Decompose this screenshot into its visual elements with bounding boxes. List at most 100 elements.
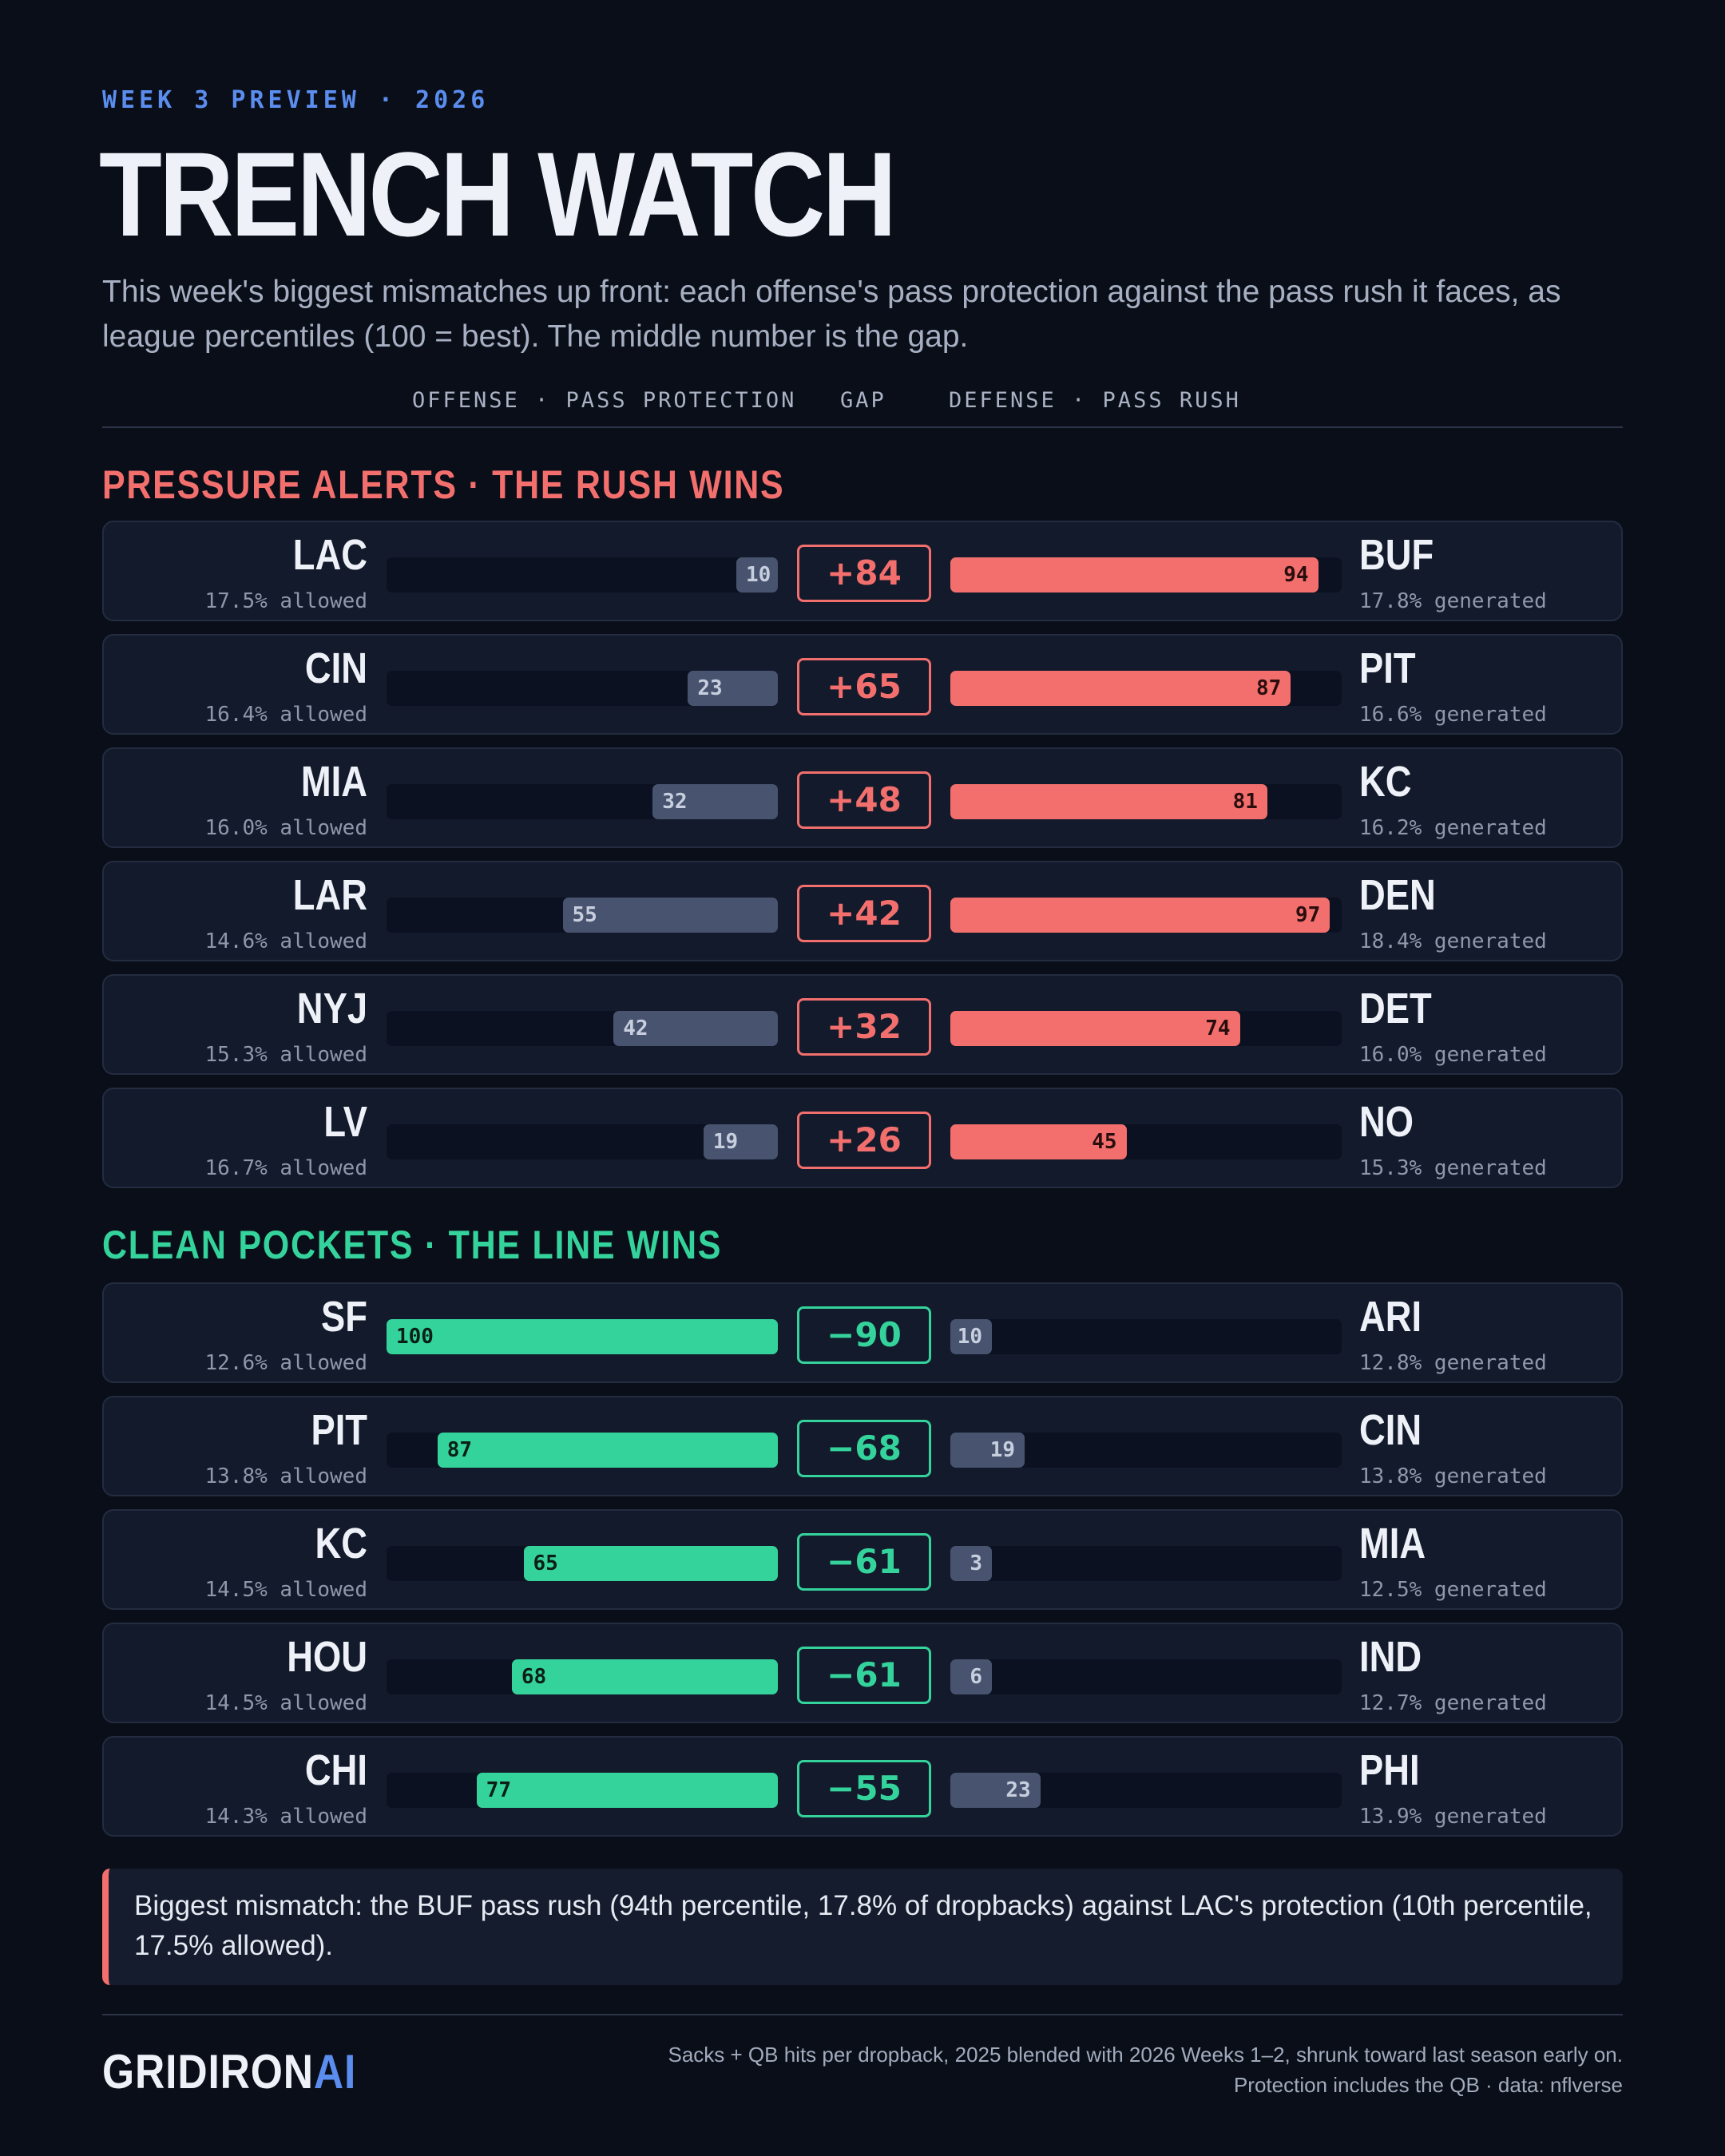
defense-bar-track: 94 (950, 557, 1342, 593)
offense-stat: 17.5% allowed (204, 589, 368, 613)
offense-team: CHI (304, 1746, 367, 1794)
defense-stat: 16.0% generated (1359, 1043, 1547, 1067)
defense-bar: 3 (950, 1546, 992, 1581)
offense-percentile-label: 65 (533, 1552, 558, 1575)
defense-stat: 12.8% generated (1359, 1351, 1547, 1375)
offense-stat: 14.6% allowed (204, 929, 368, 953)
footer-divider (102, 2014, 1623, 2015)
offense-stat: 15.3% allowed (204, 1043, 368, 1067)
defense-bar: 81 (950, 784, 1267, 819)
gap-badge: +48 (797, 771, 931, 829)
offense-bar: 87 (437, 1433, 778, 1468)
brand-logo: GRIDIRONAI (102, 2044, 356, 2099)
defense-bar: 74 (950, 1011, 1240, 1046)
defense-bar: 23 (950, 1773, 1041, 1808)
matchup-row: LAR 14.6% allowed 55 +42 97 DEN 18.4% generate… (102, 861, 1623, 961)
defense-team: MIA (1359, 1520, 1426, 1567)
defense-team: PHI (1359, 1746, 1420, 1794)
defense-percentile-label: 94 (1283, 563, 1309, 587)
gap-badge: +42 (797, 885, 931, 942)
offense-bar: 19 (703, 1124, 778, 1159)
offense-team: SF (321, 1293, 367, 1341)
defense-bar: 87 (950, 671, 1291, 706)
offense-bar: 42 (613, 1011, 778, 1046)
matchup-row: HOU 14.5% allowed 68 −61 6 IND 12.7% generated (102, 1623, 1623, 1723)
offense-team: MIA (300, 758, 367, 806)
offense-bar-track: 23 (387, 671, 778, 706)
gap-badge: +65 (797, 658, 931, 715)
offense-percentile-label: 10 (746, 563, 771, 587)
offense-team: LAC (292, 531, 367, 579)
offense-percentile-label: 68 (521, 1665, 547, 1689)
gap-badge: +26 (797, 1112, 931, 1169)
defense-bar: 10 (950, 1319, 992, 1354)
offense-bar-track: 10 (387, 557, 778, 593)
gap-badge: −61 (797, 1533, 931, 1591)
defense-stat: 12.7% generated (1359, 1691, 1547, 1715)
brand-accent: AI (313, 2045, 357, 2099)
methodology-note: Sacks + QB hits per dropback, 2025 blend… (668, 2039, 1624, 2100)
offense-percentile-label: 42 (623, 1017, 648, 1040)
matchup-row: KC 14.5% allowed 65 −61 3 MIA 12.5% generated (102, 1509, 1623, 1610)
defense-bar-track: 74 (950, 1011, 1342, 1046)
defense-percentile-label: 87 (1255, 676, 1282, 700)
offense-bar-track: 65 (387, 1546, 778, 1581)
offense-percentile-label: 55 (572, 903, 597, 927)
gap-badge: −55 (797, 1760, 931, 1817)
matchup-row: CHI 14.3% allowed 77 −55 23 PHI 13.9% generate… (102, 1736, 1623, 1837)
defense-percentile-label: 6 (970, 1665, 982, 1689)
methodology-note-line2: Protection includes the QB · data: nflve… (1233, 2073, 1623, 2097)
gap-badge: +84 (797, 545, 931, 602)
header-divider (102, 426, 1623, 428)
defense-stat: 12.5% generated (1359, 1578, 1547, 1602)
matchup-row: NYJ 15.3% allowed 42 +32 74 DET 16.0% generate… (102, 974, 1623, 1075)
defense-bar-track: 10 (950, 1319, 1342, 1354)
offense-stat: 14.3% allowed (204, 1805, 368, 1829)
column-header-offense: OFFENSE · PASS PROTECTION (412, 388, 797, 413)
offense-bar: 77 (476, 1773, 778, 1808)
defense-team: IND (1359, 1633, 1422, 1681)
defense-percentile-label: 3 (970, 1552, 982, 1575)
defense-bar-track: 97 (950, 898, 1342, 933)
offense-team: LV (323, 1098, 367, 1146)
offense-bar: 68 (511, 1659, 778, 1694)
offense-stat: 14.5% allowed (204, 1691, 368, 1715)
offense-bar-track: 100 (387, 1319, 778, 1354)
column-header-gap: GAP (840, 388, 886, 413)
defense-bar-track: 19 (950, 1433, 1342, 1468)
offense-bar: 65 (523, 1546, 778, 1581)
offense-stat: 16.7% allowed (204, 1156, 368, 1180)
defense-percentile-label: 10 (957, 1325, 982, 1349)
section-title-pressure: PRESSURE ALERTS · THE RUSH WINS (102, 462, 785, 507)
offense-stat: 14.5% allowed (204, 1578, 368, 1602)
defense-percentile-label: 19 (989, 1438, 1016, 1462)
matchup-row: PIT 13.8% allowed 87 −68 19 CIN 13.8% generate… (102, 1396, 1623, 1496)
matchup-row: LAC 17.5% allowed 10 +84 94 BUF 17.8% generate… (102, 521, 1623, 621)
offense-bar-track: 19 (387, 1124, 778, 1159)
offense-team: LAR (292, 871, 367, 919)
column-header-defense: DEFENSE · PASS RUSH (949, 388, 1241, 413)
defense-stat: 18.4% generated (1359, 929, 1547, 953)
defense-bar-track: 3 (950, 1546, 1342, 1581)
offense-bar-track: 77 (387, 1773, 778, 1808)
defense-stat: 15.3% generated (1359, 1156, 1547, 1180)
offense-bar-track: 55 (387, 898, 778, 933)
offense-team: PIT (311, 1406, 367, 1454)
defense-stat: 13.9% generated (1359, 1805, 1547, 1829)
defense-stat: 16.2% generated (1359, 816, 1547, 840)
defense-bar-track: 6 (950, 1659, 1342, 1694)
defense-team: PIT (1359, 644, 1416, 692)
offense-bar-track: 87 (387, 1433, 778, 1468)
gap-badge: −68 (797, 1420, 931, 1477)
offense-stat: 13.8% allowed (204, 1464, 368, 1488)
offense-bar: 55 (562, 898, 778, 933)
defense-bar: 97 (950, 898, 1330, 933)
offense-percentile-label: 23 (697, 676, 723, 700)
offense-percentile-label: 77 (486, 1778, 512, 1802)
offense-stat: 16.4% allowed (204, 703, 368, 727)
defense-bar-track: 23 (950, 1773, 1342, 1808)
eyebrow-label: WEEK 3 PREVIEW · 2026 (102, 86, 490, 114)
defense-percentile-label: 97 (1295, 903, 1321, 927)
defense-team: DET (1359, 985, 1432, 1032)
gap-badge: −90 (797, 1306, 931, 1364)
